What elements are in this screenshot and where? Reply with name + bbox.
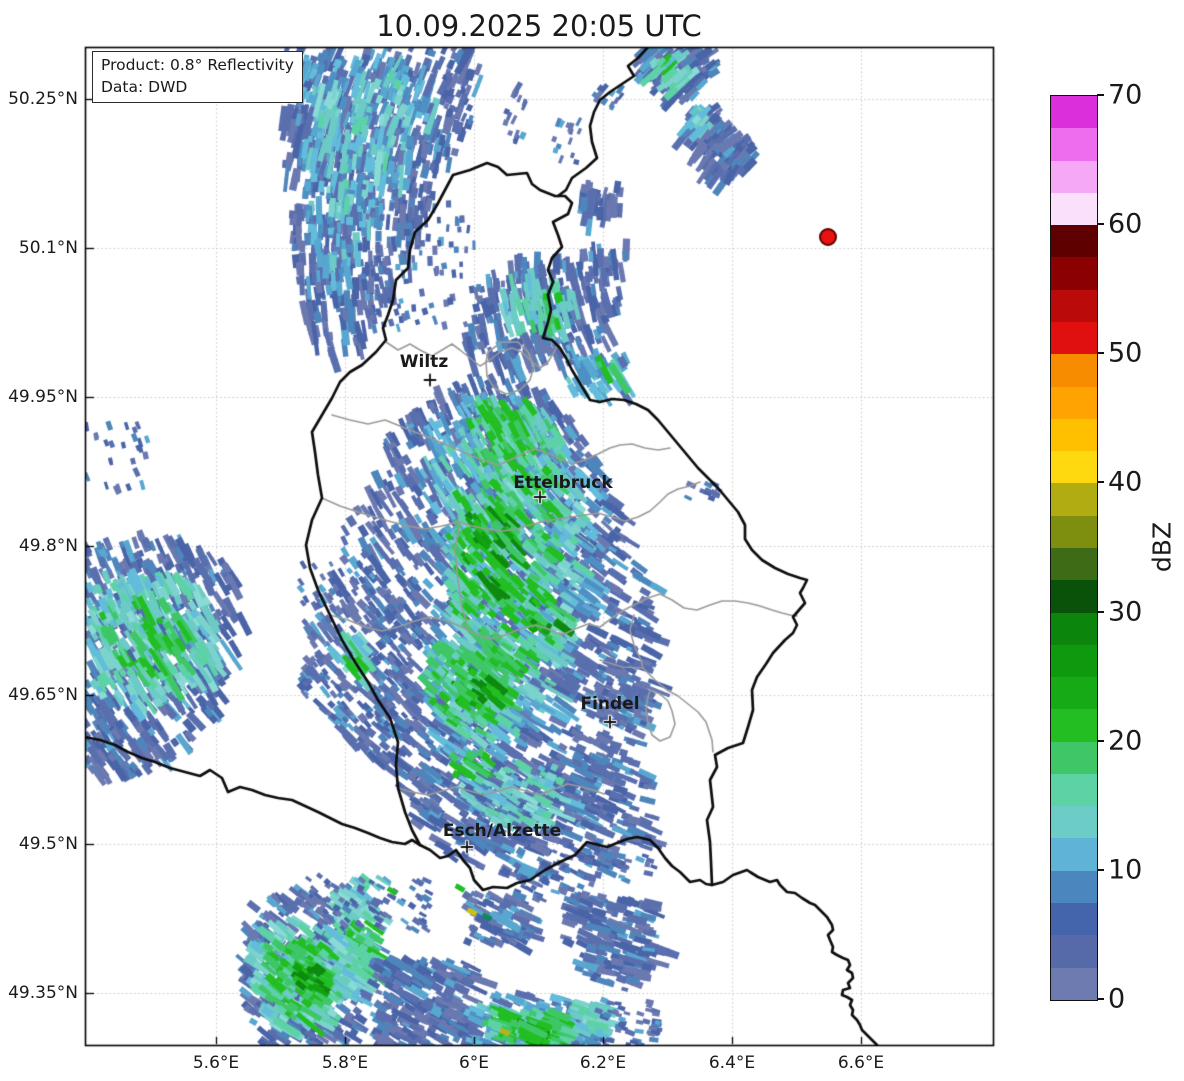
y-tick-label: 50.1°N bbox=[18, 238, 78, 258]
colorbar-band bbox=[1051, 677, 1097, 710]
colorbar-tick-label: 50 bbox=[1108, 337, 1143, 369]
page-title: 10.09.2025 20:05 UTC bbox=[376, 9, 702, 43]
colorbar-band bbox=[1051, 903, 1097, 936]
colorbar-band bbox=[1051, 386, 1097, 419]
product-info-box: Product: 0.8° Reflectivity Data: DWD bbox=[92, 51, 303, 103]
colorbar-tick-label: 0 bbox=[1108, 983, 1126, 1015]
colorbar-band bbox=[1051, 838, 1097, 871]
y-tick-label: 49.8°N bbox=[18, 536, 78, 556]
y-tick-label: 49.95°N bbox=[8, 387, 78, 407]
colorbar-band bbox=[1051, 612, 1097, 645]
colorbar-tick-label: 70 bbox=[1108, 79, 1143, 111]
y-tick-label: 49.35°N bbox=[8, 983, 78, 1003]
colorbar-band bbox=[1051, 96, 1097, 129]
colorbar-band bbox=[1051, 870, 1097, 904]
x-tick-label: 6°E bbox=[458, 1053, 490, 1073]
colorbar-band bbox=[1051, 709, 1097, 742]
colorbar-tick-mark bbox=[1097, 740, 1104, 742]
y-tick-label: 49.65°N bbox=[8, 685, 78, 705]
colorbar-tick-mark bbox=[1097, 611, 1104, 613]
colorbar-tick-label: 20 bbox=[1108, 725, 1143, 757]
x-tick-label: 6.4°E bbox=[708, 1053, 756, 1073]
colorbar-tick-mark bbox=[1097, 869, 1104, 871]
y-tick-label: 49.5°N bbox=[18, 834, 78, 854]
y-tick-label: 50.25°N bbox=[8, 89, 78, 109]
product-info-line: Product: 0.8° Reflectivity bbox=[101, 56, 294, 74]
city-label: Esch/Alzette bbox=[442, 821, 562, 841]
colorbar-band bbox=[1051, 128, 1097, 161]
colorbar-tick-mark bbox=[1097, 223, 1104, 225]
colorbar-band bbox=[1051, 451, 1097, 484]
reflectivity-colorbar bbox=[1050, 95, 1098, 1001]
colorbar-band bbox=[1051, 321, 1097, 355]
colorbar-band bbox=[1051, 225, 1097, 258]
colorbar-band bbox=[1051, 160, 1097, 193]
colorbar-band bbox=[1051, 547, 1097, 581]
colorbar-band bbox=[1051, 257, 1097, 290]
colorbar-tick-mark bbox=[1097, 481, 1104, 483]
colorbar-tick-mark bbox=[1097, 998, 1104, 1000]
colorbar-band bbox=[1051, 418, 1097, 452]
colorbar-band bbox=[1051, 935, 1097, 968]
data-source-line: Data: DWD bbox=[101, 78, 188, 96]
x-tick-label: 6.2°E bbox=[579, 1053, 627, 1073]
colorbar-band bbox=[1051, 515, 1097, 548]
colorbar-band bbox=[1051, 289, 1097, 322]
x-tick-label: 5.8°E bbox=[321, 1053, 369, 1073]
city-label: Findel bbox=[580, 694, 640, 714]
colorbar-tick-mark bbox=[1097, 352, 1104, 354]
x-tick-label: 6.6°E bbox=[837, 1053, 885, 1073]
x-tick-label: 5.6°E bbox=[192, 1053, 240, 1073]
city-label: Ettelbruck bbox=[513, 473, 613, 493]
colorbar-band bbox=[1051, 483, 1097, 516]
colorbar-tick-label: 40 bbox=[1108, 466, 1143, 498]
colorbar-band bbox=[1051, 192, 1097, 226]
colorbar-band bbox=[1051, 580, 1097, 613]
colorbar-tick-label: 10 bbox=[1108, 854, 1143, 886]
city-label: Wiltz bbox=[399, 352, 449, 372]
colorbar-tick-label: 60 bbox=[1108, 208, 1143, 240]
colorbar-band bbox=[1051, 354, 1097, 387]
colorbar-band bbox=[1051, 773, 1097, 807]
colorbar-tick-mark bbox=[1097, 94, 1104, 96]
colorbar-tick-label: 30 bbox=[1108, 596, 1143, 628]
colorbar-band bbox=[1051, 967, 1097, 1000]
colorbar-band bbox=[1051, 644, 1097, 678]
colorbar-band bbox=[1051, 806, 1097, 839]
colorbar-unit-label: dBZ bbox=[1147, 521, 1177, 573]
colorbar-band bbox=[1051, 741, 1097, 774]
